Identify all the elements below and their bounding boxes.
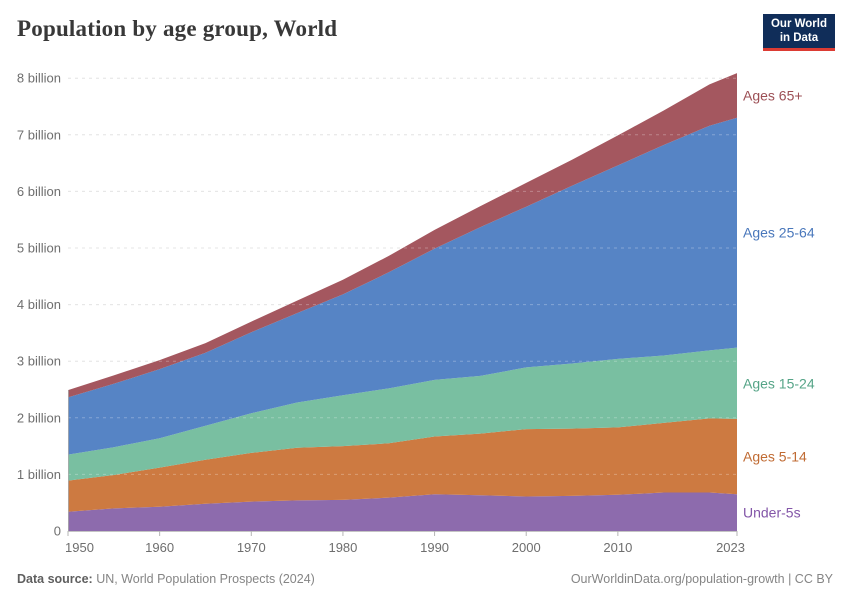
y-tick-label: 4 billion (17, 297, 61, 312)
series-label-ages-5-14[interactable]: Ages 5-14 (743, 449, 807, 465)
owid-logo[interactable]: Our World in Data (762, 14, 835, 51)
x-tick-label: 2023 (716, 540, 745, 555)
area-ages-15-24[interactable] (68, 347, 737, 481)
series-label-ages-15-24[interactable]: Ages 15-24 (743, 375, 815, 391)
y-tick-label: 3 billion (17, 354, 61, 369)
x-tick-label: 1970 (237, 540, 266, 555)
data-source-note: Data source: UN, World Population Prospe… (17, 572, 315, 586)
x-tick-label: 2010 (603, 540, 632, 555)
series-label-ages-25-64[interactable]: Ages 25-64 (743, 225, 815, 241)
y-tick-label: 1 billion (17, 467, 61, 482)
y-tick-label: 7 billion (17, 127, 61, 142)
y-tick-label: 8 billion (17, 71, 61, 86)
x-tick-label: 1990 (420, 540, 449, 555)
x-tick-label: 1960 (145, 540, 174, 555)
owid-logo-line1: Our World (770, 18, 827, 30)
area-ages-25-64[interactable] (68, 117, 737, 455)
y-tick-label: 0 (54, 524, 61, 539)
y-tick-label: 6 billion (17, 184, 61, 199)
chart-footer: Data source: UN, World Population Prospe… (0, 562, 850, 600)
area-under-5s[interactable] (68, 492, 737, 532)
area-ages-5-14[interactable] (68, 418, 737, 512)
x-tick-label: 1950 (65, 540, 94, 555)
data-source-label: Data source: (17, 572, 93, 586)
series-label-under-5s[interactable]: Under-5s (743, 505, 801, 521)
y-tick-label: 2 billion (17, 410, 61, 425)
page-title: Population by age group, World (17, 16, 338, 41)
series-label-ages-65-[interactable]: Ages 65+ (743, 87, 803, 103)
data-source-text: UN, World Population Prospects (2024) (92, 572, 315, 586)
y-tick-label: 5 billion (17, 241, 61, 256)
footer-link[interactable]: OurWorldinData.org/population-growth | C… (570, 572, 833, 586)
x-tick-label: 1980 (328, 540, 357, 555)
x-tick-label: 2000 (512, 540, 541, 555)
owid-logo-line2: in Data (779, 31, 819, 44)
